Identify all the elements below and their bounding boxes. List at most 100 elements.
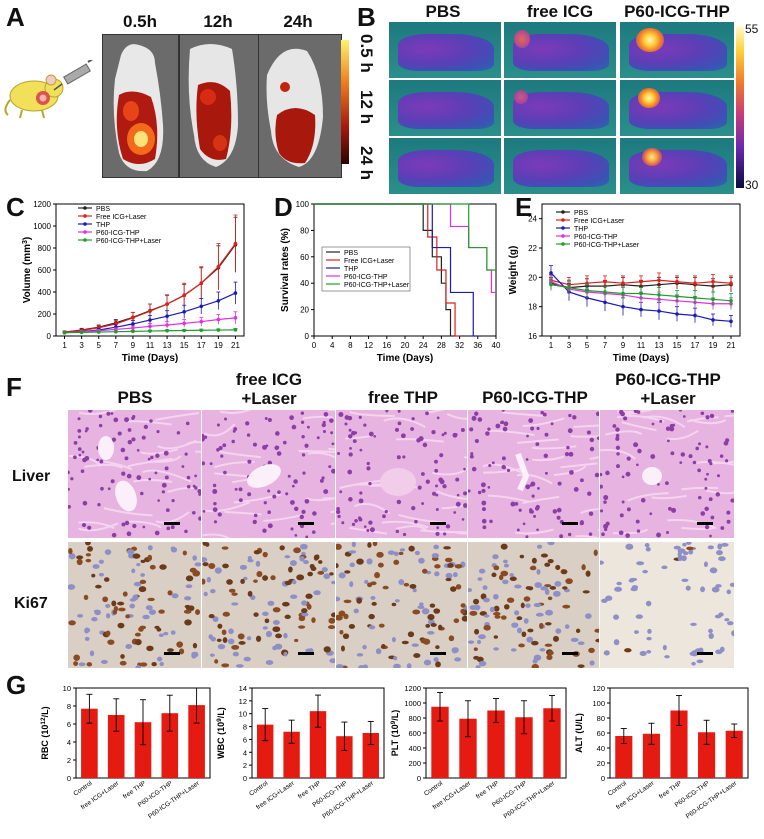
panel-letter-e: E	[515, 192, 533, 222]
x-tick-label: 36	[473, 341, 482, 350]
data-point	[639, 291, 643, 296]
liver-he-image-2	[336, 410, 467, 538]
panel-b-label-pbs: PBS	[425, 2, 461, 21]
thermal-image-pbs-24h	[389, 138, 501, 194]
scale-bar	[430, 522, 446, 525]
y-tick-label: 40	[597, 744, 605, 753]
x-tick-label: 9	[131, 341, 136, 350]
legend-marker	[83, 230, 87, 234]
x-tick-label: 21	[231, 341, 240, 350]
legend-label: PBS	[574, 210, 588, 217]
y-axis-label: PLT (109/L)	[390, 710, 401, 756]
y-tick-label: 14	[239, 684, 247, 693]
x-tick-label: 11	[637, 341, 646, 350]
liver-he-image-3	[468, 410, 599, 538]
thermal-image-pbs-12h	[389, 80, 501, 136]
scale-bar	[697, 652, 713, 655]
panel-f-row-ki67: Ki67	[14, 595, 48, 612]
data-point	[657, 309, 661, 313]
data-point	[657, 278, 661, 283]
bar	[698, 732, 716, 778]
legend-label: P60-ICG-THP	[574, 234, 618, 241]
data-point	[182, 293, 186, 298]
data-point	[729, 319, 733, 324]
data-point	[549, 271, 553, 275]
panel-letter-d: D	[274, 192, 293, 222]
x-tick-label: 12	[364, 341, 373, 350]
plt-bar-chart: 0 200 400 600 800 1000 1200 PLT (109/L) Control f…	[390, 684, 567, 820]
legend-label: P60-ICG-THP+Laser	[574, 242, 640, 249]
y-tick-label: 10	[63, 684, 71, 693]
y-tick-label: 120	[592, 684, 605, 693]
x-axis-label: Time (Days)	[122, 353, 179, 364]
panel-b-row-24h: 24 h	[357, 146, 376, 181]
y-tick-label: 0	[601, 774, 605, 783]
bar	[615, 736, 633, 778]
liver-he-image-1	[202, 410, 335, 538]
legend-marker	[561, 218, 565, 222]
y-tick-label: 20	[300, 306, 309, 315]
y-tick-label: 800	[408, 714, 421, 723]
y-tick-label: 24	[528, 215, 537, 224]
fluorescence-image-0.5h	[102, 34, 179, 178]
y-tick-label: 600	[38, 266, 52, 275]
x-tick-label: 7	[603, 341, 608, 350]
category-label: P60-ICG-THP+Laser	[147, 779, 201, 820]
legend-label: P60-ICG-THP+Laser	[344, 282, 410, 289]
y-tick-label: 1000	[33, 222, 51, 231]
x-tick-label: 13	[655, 341, 664, 350]
scale-bar	[562, 652, 578, 655]
category-label: P60-ICG-THP+Laser	[685, 779, 739, 820]
bar	[81, 708, 98, 778]
data-point	[621, 291, 625, 296]
legend-label: P60-ICG-THP	[344, 274, 388, 281]
legend-marker	[561, 234, 565, 238]
panel-f-label-free-icg-laser: free ICG +Laser	[235, 370, 303, 408]
panel-letter-c: C	[6, 192, 25, 222]
y-tick-label: 2	[67, 756, 71, 765]
data-point	[729, 281, 733, 285]
data-point	[603, 279, 607, 284]
data-point	[131, 316, 135, 320]
scale-bar	[164, 652, 180, 655]
y-tick-label: 0	[47, 332, 52, 341]
data-point	[165, 302, 169, 306]
y-tick-label: 4	[67, 738, 71, 747]
category-label: Control	[248, 780, 270, 798]
y-tick-label: 80	[597, 714, 605, 723]
mouse-injection-illustration	[4, 60, 94, 119]
scale-bar	[298, 652, 314, 655]
data-point	[675, 312, 679, 316]
x-tick-label: 19	[214, 341, 223, 350]
thermal-image-free-icg-24h	[504, 138, 616, 194]
y-tick-label: 2	[243, 761, 247, 770]
panel-b-row-0.5h: 0.5 h	[357, 34, 376, 73]
y-axis-label: Weight (g)	[508, 246, 519, 295]
y-tick-label: 0	[305, 332, 310, 341]
data-point	[148, 318, 152, 322]
panel-a-label-12h: 12h	[203, 12, 233, 31]
thermal-image-pbs-0.5h	[389, 22, 501, 78]
thermal-colorbar-min: 30	[745, 178, 759, 192]
data-point	[621, 304, 625, 309]
data-point	[182, 321, 186, 326]
thermal-image-p60-12h	[620, 80, 734, 136]
legend-marker	[83, 214, 87, 218]
y-tick-label: 1200	[33, 200, 51, 209]
data-point	[639, 307, 643, 312]
legend-label: P60-ICG-THP	[96, 230, 140, 237]
y-tick-label: 80	[300, 226, 309, 235]
data-point	[131, 329, 135, 334]
category-label: Control	[72, 780, 94, 798]
scale-bar	[430, 652, 446, 655]
y-tick-label: 6	[243, 735, 247, 744]
bar	[459, 718, 477, 778]
x-tick-label: 15	[673, 341, 682, 350]
bar	[283, 731, 300, 778]
x-tick-label: 19	[709, 341, 718, 350]
x-tick-label: 40	[492, 341, 501, 350]
x-axis-label: Time (Days)	[613, 353, 670, 364]
data-point	[182, 328, 186, 333]
